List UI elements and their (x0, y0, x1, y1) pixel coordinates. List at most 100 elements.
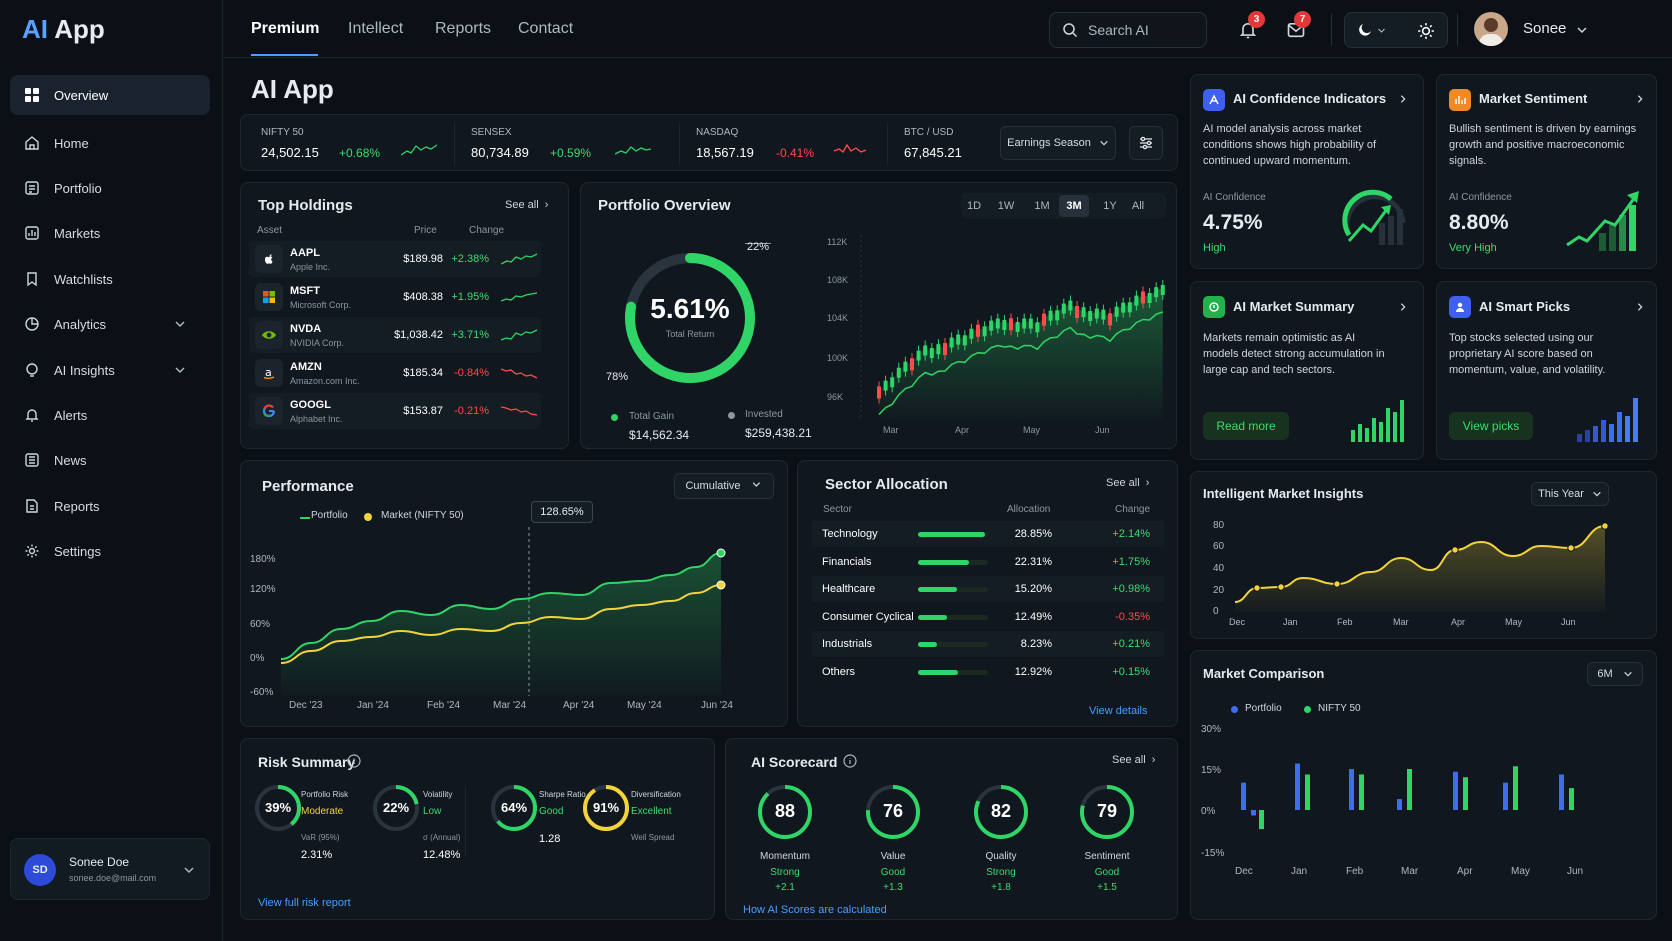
y-tick-label: 40 (1213, 563, 1225, 574)
tab-premium[interactable]: Premium (251, 20, 320, 37)
x-tick-label: Jan (1291, 866, 1307, 877)
legend-label: Portfolio (1245, 703, 1282, 714)
range-tab-3m[interactable]: 3M (1059, 195, 1089, 217)
range-tab-1w[interactable]: 1W (997, 200, 1015, 212)
moon-icon[interactable] (1357, 22, 1373, 38)
gauge-value: 64% (500, 800, 528, 815)
chevron-down-icon[interactable] (183, 864, 195, 876)
comparison-bar (1463, 777, 1468, 810)
chevron-down-icon (175, 321, 185, 328)
ai-market-summary-card[interactable]: AI Market Summary Markets remain optimis… (1190, 281, 1424, 460)
sector-row[interactable]: Financials 22.31% +1.75% (812, 549, 1164, 575)
sector-row[interactable]: Healthcare 15.20% +0.98% (812, 576, 1164, 602)
sector-row[interactable]: Consumer Cyclical 12.49% -0.35% (812, 604, 1164, 630)
range-tab-1y[interactable]: 1Y (1103, 200, 1117, 212)
sentiment-icon (1449, 89, 1471, 111)
sidebar-item-home[interactable]: Home (10, 123, 210, 163)
theme-toggle[interactable] (1344, 12, 1448, 48)
sidebar-item-portfolio[interactable]: Portfolio (10, 168, 210, 208)
scores-info-link[interactable]: How AI Scores are calculated (743, 904, 887, 916)
sector-row[interactable]: Technology 28.85% +2.14% (812, 521, 1164, 547)
card-title: Market Comparison (1203, 666, 1325, 681)
search-input[interactable]: Search AI (1049, 12, 1207, 48)
sidebar-item-markets[interactable]: Markets (10, 213, 210, 253)
info-icon[interactable] (347, 754, 361, 768)
chevron-right-icon[interactable] (1398, 94, 1408, 104)
mail-badge: 7 (1294, 11, 1311, 28)
user-profile-card[interactable]: SD Sonee Doe sonee.doe@mail.com (10, 838, 210, 900)
filter-button[interactable] (1129, 126, 1163, 160)
chevron-down-icon[interactable] (1576, 24, 1588, 36)
y-tick-label: 0% (1201, 806, 1216, 817)
holding-row[interactable]: a AMZN Amazon.com Inc. $185.34 -0.84% (249, 355, 541, 391)
summary-icon (1203, 296, 1225, 318)
tab-contact[interactable]: Contact (518, 20, 574, 37)
insights-point (1451, 546, 1459, 554)
season-select[interactable]: Earnings Season (1000, 126, 1116, 160)
app-logo[interactable]: AI App (22, 14, 105, 44)
company-name: Apple Inc. (290, 262, 331, 272)
chevron-right-icon[interactable] (1398, 302, 1408, 312)
sidebar-item-overview[interactable]: Overview (10, 75, 210, 115)
ticker-nasdaq[interactable]: NASDAQ 18,567.19 -0.41% (680, 115, 886, 171)
card-title: AI Scorecard (751, 754, 838, 770)
sidebar-item-analytics[interactable]: Analytics (10, 304, 210, 344)
user-name[interactable]: Sonee (1523, 20, 1567, 37)
avatar[interactable] (1474, 12, 1508, 46)
see-all-link[interactable]: See all › (505, 199, 549, 211)
insights-period-select[interactable]: This Year (1531, 482, 1609, 506)
ticker-sensex[interactable]: SENSEX 80,734.89 +0.59% (455, 115, 679, 171)
view-risk-report-link[interactable]: View full risk report (258, 897, 351, 909)
candle-body (1101, 309, 1106, 320)
candle-body (1108, 313, 1112, 326)
sidebar-item-settings[interactable]: Settings (10, 531, 210, 571)
comparison-bar (1251, 810, 1256, 816)
x-tick-label: Dec (1235, 866, 1253, 877)
sidebar-item-ai-insights[interactable]: AI Insights (10, 350, 210, 390)
allocation-bar-fill (918, 587, 957, 592)
tab-intellect[interactable]: Intellect (348, 20, 404, 37)
sector-row[interactable]: Industrials 8.23% +0.21% (812, 631, 1164, 657)
ai-smart-picks-card[interactable]: AI Smart Picks Top stocks selected using… (1436, 281, 1657, 460)
comparison-period-select[interactable]: 6M (1587, 662, 1643, 686)
holding-row[interactable]: NVDA NVIDIA Corp. $1,038.42 +3.71% (249, 317, 541, 353)
market-sentiment-card[interactable]: Market Sentiment Bullish sentiment is dr… (1436, 74, 1657, 269)
ticker-nifty[interactable]: NIFTY 50 24,502.15 +0.68% (241, 115, 454, 171)
candle-body (1035, 322, 1040, 333)
see-all-link[interactable]: See all › (1112, 754, 1156, 766)
chevron-right-icon[interactable] (1635, 94, 1645, 104)
tab-reports[interactable]: Reports (435, 20, 492, 37)
holding-row[interactable]: MSFT Microsoft Corp. $408.38 +1.95% (249, 279, 541, 315)
change: +2.38% (451, 253, 489, 265)
sidebar-item-news[interactable]: News (10, 440, 210, 480)
holding-row[interactable]: GOOGL Alphabet Inc. $153.87 -0.21% (249, 393, 541, 429)
see-all-link[interactable]: See all › (1106, 477, 1150, 489)
sidebar-item-watchlists[interactable]: Watchlists (10, 259, 210, 299)
performance-mode-select[interactable]: Cumulative (674, 473, 774, 499)
sidebar-item-alerts[interactable]: Alerts (10, 395, 210, 435)
sun-icon[interactable] (1417, 22, 1435, 40)
chevron-right-icon[interactable] (1635, 302, 1645, 312)
candle-body (989, 320, 994, 331)
view-picks-button[interactable]: View picks (1449, 412, 1533, 440)
info-icon[interactable] (843, 754, 857, 768)
candle-body (929, 348, 934, 358)
legend-dot (611, 414, 618, 421)
range-tab-1d[interactable]: 1D (966, 200, 982, 212)
x-tick-label: Apr '24 (563, 700, 595, 711)
range-tab-all[interactable]: All (1131, 200, 1145, 212)
ticker-btc[interactable]: BTC / USD 67,845.21 (888, 115, 988, 171)
sparkline (501, 253, 538, 265)
range-tab-1m[interactable]: 1M (1034, 200, 1050, 212)
sector-row[interactable]: Others 12.92% +0.15% (812, 659, 1164, 685)
sidebar-item-reports[interactable]: Reports (10, 486, 210, 526)
sparkline (501, 292, 538, 302)
x-tick-label: May (1511, 866, 1530, 877)
holding-row[interactable]: AAPL Apple Inc. $189.98 +2.38% (249, 241, 541, 277)
view-details-link[interactable]: View details (1089, 705, 1148, 717)
read-more-button[interactable]: Read more (1203, 412, 1289, 440)
insights-point (1253, 584, 1261, 592)
ai-confidence-card[interactable]: AI Confidence Indicators AI model analys… (1190, 74, 1424, 269)
col-header: Sector (823, 504, 852, 515)
col-header: Change (1115, 504, 1151, 515)
